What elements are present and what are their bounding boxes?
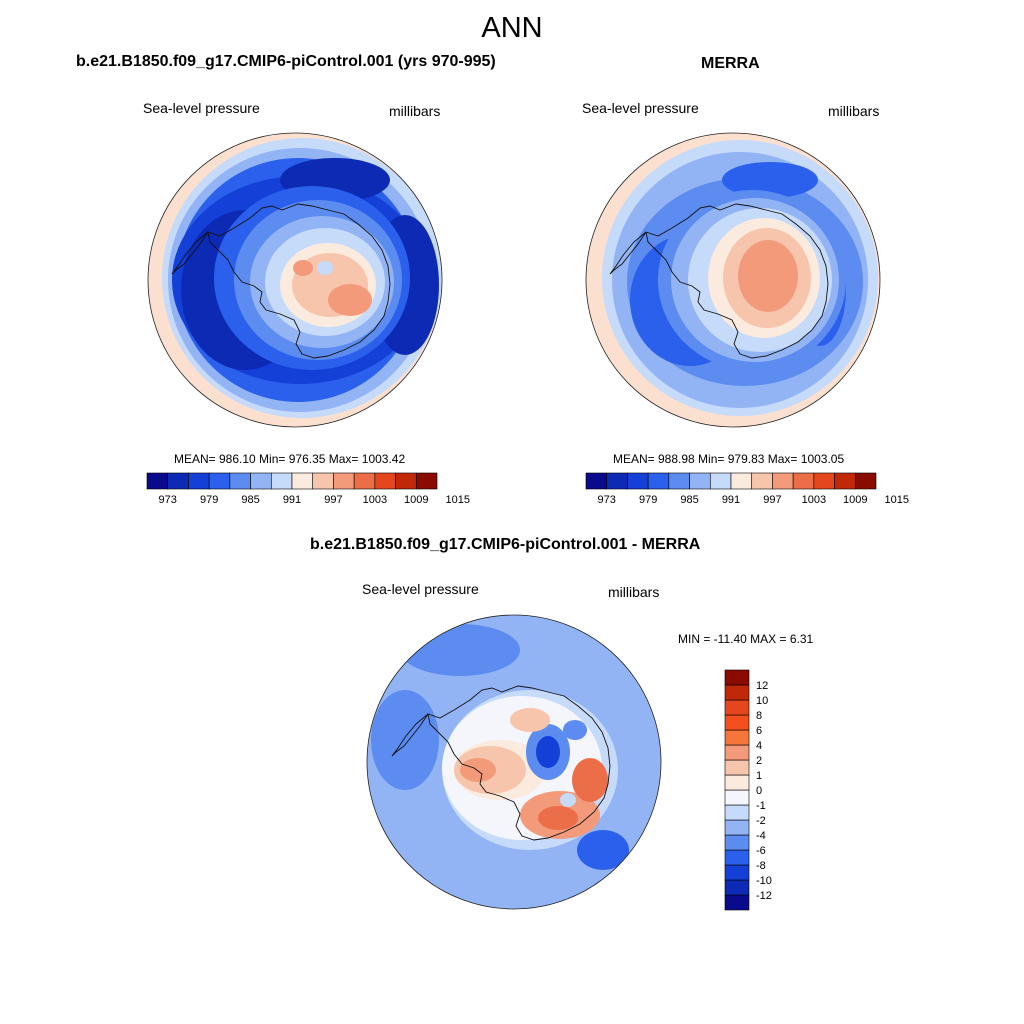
panel2-colorbar-swatch — [730, 472, 753, 490]
main-title: ANN — [481, 12, 543, 44]
panel2-colorbar-swatch — [751, 472, 773, 490]
panel3-colorbar-swatch — [724, 774, 750, 791]
panel2-title: MERRA — [701, 55, 760, 72]
panel3-colorbar-tick-label: -1 — [756, 800, 766, 812]
panel3-colorbar-tick-label: 6 — [756, 725, 762, 737]
panel1-colorbar-swatch — [188, 472, 210, 490]
panel2-units-label: millibars — [828, 103, 880, 119]
panel1-title: b.e21.B1850.f09_g17.CMIP6-piControl.001 … — [76, 53, 496, 70]
panel2-colorbar-swatch — [647, 472, 670, 490]
panel3-stats: MIN = -11.40 MAX = 6.31 — [678, 632, 814, 646]
panel1-colorbar-tick-label: 1003 — [363, 494, 387, 506]
panel2-colorbar-swatch — [668, 472, 690, 490]
panel1-colorbar-swatch — [291, 472, 314, 490]
panel3-colorbar-swatch — [724, 699, 750, 716]
panel1-colorbar-swatch — [333, 472, 355, 490]
panel1-colorbar-swatch — [167, 472, 189, 490]
panel3-units-label: millibars — [608, 584, 660, 600]
panel2-colorbar-tick-label: 1003 — [802, 494, 826, 506]
panel3-map — [366, 614, 662, 910]
panel3-colorbar-swatch — [724, 849, 750, 866]
panel1-colorbar-swatch — [229, 472, 251, 490]
panel2-colorbar-tick-label: 979 — [639, 494, 657, 506]
panel2-colorbar: 973 979 985 991 997 1003 1009 1015 — [585, 472, 909, 506]
panel2-map — [585, 132, 881, 428]
panel2-colorbar-tick-label: 985 — [680, 494, 698, 506]
panel3-colorbar-tick-label: -2 — [756, 815, 766, 827]
panel3-colorbar-tick-label: -12 — [756, 890, 772, 902]
panel1-colorbar-swatch — [395, 472, 417, 490]
panel3-colorbar-swatch — [724, 879, 750, 896]
panel1-colorbar-swatch — [353, 472, 376, 490]
panel2-colorbar-swatch — [709, 472, 732, 490]
panel3-variable-label: Sea-level pressure — [362, 581, 479, 597]
panel3-colorbar-swatch — [724, 789, 750, 806]
panel2-colorbar-swatch — [689, 472, 711, 490]
panel2-colorbar-tick-label: 1015 — [884, 494, 908, 506]
panel2-colorbar-tick-label: 991 — [722, 494, 740, 506]
panel3-colorbar-swatch — [724, 834, 750, 851]
panel1-colorbar-tick-label: 991 — [283, 494, 301, 506]
panel3-colorbar-swatch — [724, 894, 750, 911]
panel1-colorbar-swatch — [415, 472, 438, 490]
panel3-colorbar-tick-label: 0 — [756, 785, 762, 797]
panel2-colorbar-tick-label: 973 — [598, 494, 616, 506]
panel2-colorbar-swatch — [854, 472, 877, 490]
panel3-colorbar-tick-label: 2 — [756, 755, 762, 767]
panel3-colorbar-swatch — [724, 669, 750, 686]
panel2-colorbar-swatch — [585, 472, 608, 490]
panel3-colorbar-swatch — [724, 864, 750, 881]
panel1-colorbar-swatch — [146, 472, 169, 490]
panel3-colorbar-tick-label: 1 — [756, 770, 762, 782]
panel3-colorbar-swatch — [724, 729, 750, 746]
panel1-colorbar-swatch — [374, 472, 396, 490]
panel3-colorbar-tick-label: -10 — [756, 875, 772, 887]
panel2-colorbar-tick-label: 997 — [763, 494, 781, 506]
panel3-colorbar-swatch — [724, 714, 750, 731]
panel1-variable-label: Sea-level pressure — [143, 100, 260, 116]
panel3-colorbar-swatch — [724, 819, 750, 836]
panel1-colorbar-tick-label: 997 — [324, 494, 342, 506]
panel1-colorbar-swatch — [270, 472, 293, 490]
panel2-colorbar-swatch — [834, 472, 856, 490]
panel1-colorbar-tick-label: 1015 — [445, 494, 469, 506]
panel1-colorbar: 973 979 985 991 997 1003 1009 1015 — [146, 472, 470, 506]
panel3-colorbar-tick-label: -6 — [756, 845, 766, 857]
panel3-colorbar-swatch — [724, 684, 750, 701]
panel3-title: b.e21.B1850.f09_g17.CMIP6-piControl.001 … — [310, 536, 701, 553]
panel3-colorbar-swatch — [724, 744, 750, 761]
panel1-units-label: millibars — [389, 103, 441, 119]
panel1-colorbar-tick-label: 985 — [241, 494, 259, 506]
panel1-stats: MEAN= 986.10 Min= 976.35 Max= 1003.42 — [174, 452, 406, 466]
panel2-stats: MEAN= 988.98 Min= 979.83 Max= 1003.05 — [613, 452, 845, 466]
panel3-colorbar-tick-label: -8 — [756, 860, 766, 872]
panel3-colorbar-tick-label: 10 — [756, 695, 768, 707]
panel2-colorbar-tick-label: 1009 — [843, 494, 867, 506]
panel1-colorbar-swatch — [312, 472, 334, 490]
panel2-colorbar-swatch — [627, 472, 649, 490]
panel1-colorbar-swatch — [250, 472, 272, 490]
panel3-colorbar-tick-label: 12 — [756, 680, 768, 692]
panel3-colorbar-swatch — [724, 804, 750, 821]
panel1-colorbar-tick-label: 1009 — [404, 494, 428, 506]
panel1-colorbar-tick-label: 979 — [200, 494, 218, 506]
panel3-colorbar-swatch — [724, 759, 750, 776]
panel1-colorbar-swatch — [208, 472, 231, 490]
panel3-colorbar-tick-label: -4 — [756, 830, 766, 842]
panel2-variable-label: Sea-level pressure — [582, 100, 699, 116]
panel2-colorbar-swatch — [792, 472, 815, 490]
panel1-colorbar-tick-label: 973 — [159, 494, 177, 506]
panel1-map — [147, 132, 443, 428]
panel2-colorbar-swatch — [813, 472, 835, 490]
panel2-colorbar-swatch — [606, 472, 628, 490]
panel2-colorbar-swatch — [772, 472, 794, 490]
panel3-colorbar-tick-label: 8 — [756, 710, 762, 722]
panel3-colorbar-tick-label: 4 — [756, 740, 762, 752]
